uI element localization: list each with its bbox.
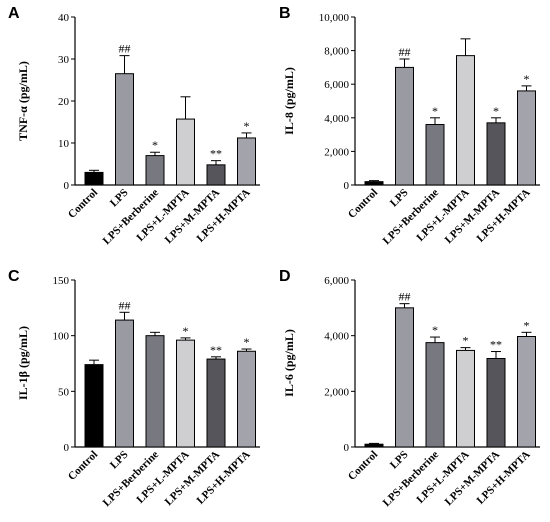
- significance-label: *: [183, 324, 189, 338]
- y-tick-label: 6,000: [324, 275, 349, 287]
- panel-letter: C: [8, 268, 20, 285]
- bar: [517, 336, 536, 448]
- x-tick-label: LPS+H-MPTA: [194, 187, 252, 245]
- bar: [206, 164, 226, 186]
- y-tick-label: 40: [58, 12, 70, 24]
- y-tick-label: 6,000: [324, 79, 349, 91]
- significance-label: ##: [399, 45, 411, 59]
- bar: [395, 66, 414, 186]
- x-tick-label: Control: [66, 449, 100, 483]
- y-axis-label: TNF-α (pg/mL): [16, 61, 30, 141]
- x-tick-label: Control: [66, 187, 100, 221]
- y-tick-label: 0: [64, 180, 70, 192]
- x-tick-label: LPS+H-MPTA: [474, 187, 532, 245]
- bar: [364, 181, 384, 186]
- y-axis-label: IL-8 (pg/mL): [282, 67, 296, 135]
- bar: [176, 118, 195, 186]
- significance-label: ##: [119, 298, 131, 312]
- significance-label: *: [244, 119, 250, 133]
- significance-label: *: [432, 323, 438, 337]
- bar: [517, 90, 536, 186]
- significance-label: ##: [399, 290, 411, 304]
- bar: [364, 443, 384, 448]
- y-axis-label: IL-1β (pg/mL): [16, 326, 30, 400]
- y-tick-label: 10,000: [319, 12, 350, 24]
- significance-label: **: [210, 147, 222, 161]
- x-tick-label: Control: [346, 449, 380, 483]
- bar: [84, 171, 104, 186]
- bar: [237, 350, 256, 448]
- bar: [237, 137, 256, 186]
- bar: [456, 55, 475, 186]
- y-tick-label: 20: [58, 96, 70, 108]
- x-tick-label: LPS+H-MPTA: [194, 449, 252, 507]
- significance-label: *: [463, 334, 469, 348]
- significance-label: *: [524, 72, 530, 86]
- significance-label: *: [524, 318, 530, 332]
- bar: [395, 307, 414, 448]
- panel-c-il1b-chart: C IL-1β (pg/mL) 0 50 100 150 Control ## LPS LPS+…: [8, 268, 260, 509]
- bar: [115, 319, 134, 448]
- bar: [145, 335, 165, 448]
- y-axis-label: IL-6 (pg/mL): [282, 329, 296, 397]
- bar: [486, 357, 506, 448]
- bar: [456, 349, 475, 448]
- bar: [206, 358, 226, 448]
- y-tick-label: 4,000: [324, 113, 349, 125]
- significance-label: *: [493, 104, 499, 118]
- significance-label: ##: [119, 42, 131, 56]
- y-tick-label: 2,000: [324, 146, 349, 158]
- bar: [425, 342, 445, 448]
- y-tick-label: 0: [344, 180, 350, 192]
- significance-label: *: [152, 138, 158, 152]
- y-tick-label: 2,000: [324, 386, 349, 398]
- panel-letter: B: [279, 5, 291, 22]
- bar: [115, 73, 134, 186]
- bar: [84, 364, 104, 448]
- panel-letter: A: [8, 5, 20, 22]
- x-tick-label: LPS: [388, 187, 411, 210]
- bar: [176, 339, 195, 448]
- significance-label: *: [432, 104, 438, 118]
- y-tick-label: 50: [58, 386, 70, 398]
- y-tick-label: 0: [344, 442, 350, 454]
- significance-label: **: [490, 338, 502, 352]
- panel-a-il-tnf-chart: A TNF-α (pg/mL) 0 10 20 30 40 Control ## LPS * LPS…: [8, 5, 260, 247]
- y-tick-label: 100: [53, 331, 70, 343]
- bar: [425, 124, 445, 186]
- y-tick-label: 0: [64, 442, 70, 454]
- x-tick-label: LPS+H-MPTA: [474, 449, 532, 507]
- x-tick-label: LPS: [108, 187, 131, 210]
- y-tick-label: 8,000: [324, 46, 349, 58]
- y-tick-label: 10: [58, 138, 70, 150]
- bar: [145, 155, 165, 186]
- y-tick-label: 4,000: [324, 331, 349, 343]
- x-tick-label: Control: [346, 187, 380, 221]
- significance-label: **: [210, 343, 222, 357]
- x-tick-label: LPS: [388, 449, 411, 472]
- panel-d-il6-chart: D IL-6 (pg/mL) 0 2,000 4,000 6,000 Control ## L…: [279, 268, 540, 509]
- panel-letter: D: [279, 268, 291, 285]
- significance-label: *: [244, 335, 250, 349]
- y-tick-label: 150: [53, 275, 70, 287]
- panel-b-il8-chart: B IL-8 (pg/mL) 0 2,000 4,000 6,000 8,000 10,00…: [279, 5, 540, 247]
- x-tick-label: LPS: [108, 449, 131, 472]
- y-tick-label: 30: [58, 54, 70, 66]
- bar: [486, 122, 506, 186]
